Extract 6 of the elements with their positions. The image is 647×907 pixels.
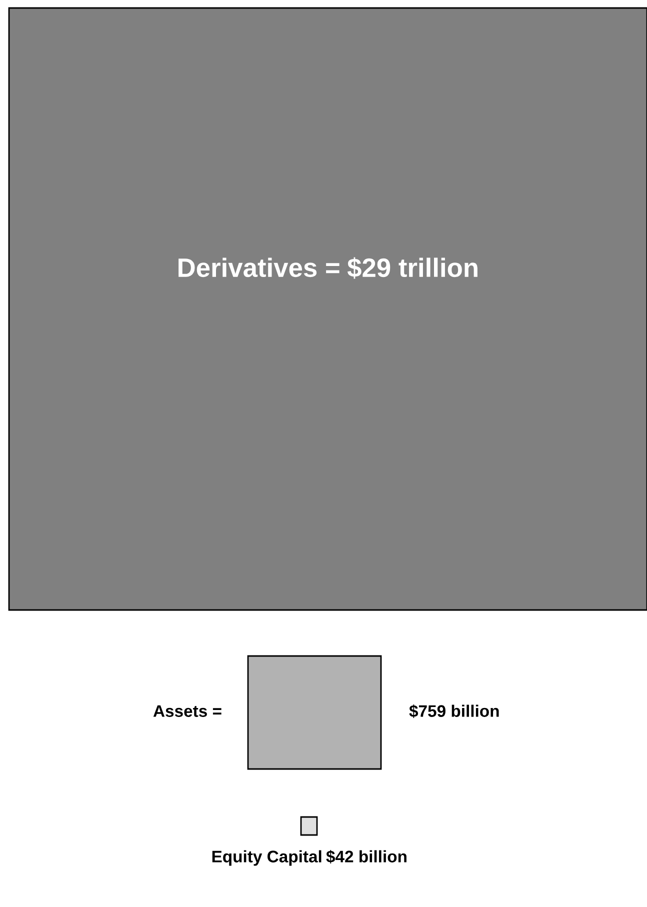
data-label: $42 billion [326,850,406,864]
category-label: Derivatives = [178,258,340,278]
category-label: Assets = [153,705,222,717]
category-label: Equity Capital [212,850,322,866]
data-label: $759 billion [409,704,499,718]
data-label: $29 trillion [347,257,478,279]
